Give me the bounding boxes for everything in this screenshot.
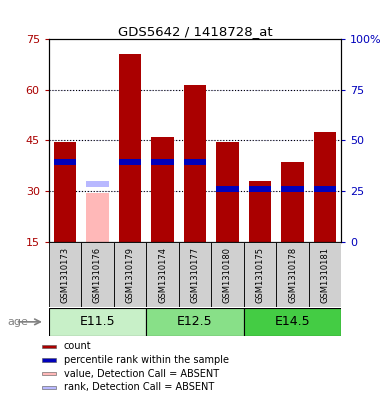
- Bar: [151, 137, 174, 242]
- Text: value, Detection Call = ABSENT: value, Detection Call = ABSENT: [64, 369, 219, 379]
- Bar: [42, 358, 56, 362]
- Bar: [276, 242, 309, 307]
- Bar: [314, 132, 336, 242]
- Bar: [244, 308, 341, 336]
- Text: GSM1310181: GSM1310181: [321, 247, 330, 303]
- Bar: [216, 142, 239, 242]
- Bar: [54, 160, 76, 165]
- Bar: [114, 242, 146, 307]
- Text: count: count: [64, 341, 91, 351]
- Bar: [86, 193, 109, 242]
- Text: GSM1310174: GSM1310174: [158, 247, 167, 303]
- Bar: [244, 242, 276, 307]
- Bar: [42, 386, 56, 389]
- Bar: [184, 160, 206, 165]
- Bar: [54, 142, 76, 242]
- Bar: [42, 345, 56, 348]
- Bar: [151, 160, 174, 165]
- Bar: [216, 186, 239, 193]
- Bar: [146, 308, 244, 336]
- Bar: [309, 242, 341, 307]
- Bar: [119, 55, 141, 242]
- Bar: [179, 242, 211, 307]
- Bar: [81, 242, 114, 307]
- Text: GSM1310180: GSM1310180: [223, 247, 232, 303]
- Text: GSM1310178: GSM1310178: [288, 247, 297, 303]
- Text: E12.5: E12.5: [177, 315, 213, 329]
- Text: age: age: [8, 317, 29, 327]
- Text: E11.5: E11.5: [80, 315, 115, 329]
- Bar: [49, 308, 146, 336]
- Bar: [314, 186, 336, 193]
- Bar: [49, 242, 81, 307]
- Bar: [281, 186, 304, 193]
- Bar: [211, 242, 244, 307]
- Bar: [249, 186, 271, 193]
- Bar: [42, 372, 56, 375]
- Text: GSM1310176: GSM1310176: [93, 247, 102, 303]
- Text: percentile rank within the sample: percentile rank within the sample: [64, 355, 229, 365]
- Text: E14.5: E14.5: [275, 315, 310, 329]
- Bar: [281, 162, 304, 242]
- Text: GSM1310179: GSM1310179: [126, 247, 135, 303]
- Bar: [86, 181, 109, 187]
- Bar: [184, 85, 206, 242]
- Bar: [249, 181, 271, 242]
- Text: GSM1310177: GSM1310177: [190, 247, 200, 303]
- Text: GSM1310173: GSM1310173: [60, 247, 69, 303]
- Title: GDS5642 / 1418728_at: GDS5642 / 1418728_at: [118, 25, 272, 38]
- Text: GSM1310175: GSM1310175: [255, 247, 264, 303]
- Text: rank, Detection Call = ABSENT: rank, Detection Call = ABSENT: [64, 382, 214, 393]
- Bar: [119, 160, 141, 165]
- Bar: [146, 242, 179, 307]
